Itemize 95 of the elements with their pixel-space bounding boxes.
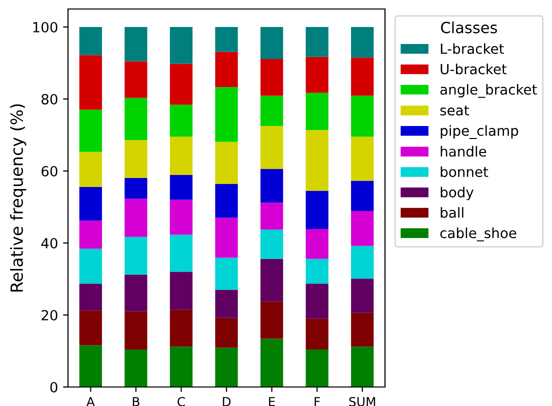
bar	[124, 311, 148, 350]
y-tick-label: 40	[41, 238, 58, 248]
bar	[79, 55, 102, 110]
bar	[260, 301, 284, 339]
bar	[306, 284, 328, 319]
bar	[215, 142, 238, 184]
y-tick-label: 20	[42, 310, 58, 320]
x-tick-label: E	[269, 397, 275, 406]
bar	[351, 180, 374, 211]
bar	[260, 59, 284, 96]
legend-label: ball	[440, 207, 464, 218]
bar	[306, 130, 328, 191]
x-tick-label: D	[222, 397, 231, 406]
bar	[351, 346, 374, 387]
bar	[124, 178, 148, 199]
bar	[351, 246, 374, 279]
bar	[124, 61, 148, 98]
bar	[351, 312, 374, 347]
bar	[79, 110, 102, 152]
bar	[124, 274, 148, 312]
bar	[170, 174, 193, 200]
bar	[170, 234, 193, 272]
bar	[215, 258, 238, 290]
bar	[260, 338, 284, 387]
bar	[170, 310, 193, 347]
bar	[351, 96, 374, 137]
x-tick-label: SUM	[349, 396, 376, 406]
bar	[215, 318, 238, 348]
bar	[124, 350, 148, 387]
x-tick-label: F	[314, 397, 320, 406]
bar	[260, 202, 284, 230]
legend-label: U-bracket	[440, 64, 507, 74]
bar	[79, 310, 102, 346]
legend-label: L-bracket	[440, 43, 504, 54]
bar	[170, 346, 193, 387]
bar	[170, 136, 193, 175]
bar	[124, 198, 148, 237]
bar	[170, 64, 193, 105]
y-tick-label: 0	[50, 382, 58, 392]
x-tick-label: A	[86, 397, 95, 406]
bar	[79, 27, 102, 56]
bar	[260, 126, 284, 169]
bar	[215, 87, 238, 142]
legend-label: cable_shoe	[440, 227, 516, 242]
bar	[351, 27, 374, 58]
bar	[79, 152, 102, 187]
bar	[260, 168, 284, 203]
bar	[260, 96, 284, 126]
bar	[306, 190, 328, 229]
bar	[215, 52, 238, 88]
bar	[215, 27, 238, 52]
bar	[260, 27, 284, 60]
bar	[306, 56, 328, 93]
bar	[215, 290, 238, 318]
bar	[79, 248, 102, 284]
y-tick-label: 100	[33, 22, 58, 32]
bar	[170, 27, 193, 64]
bar	[124, 27, 148, 62]
bar	[351, 58, 374, 96]
bar	[306, 228, 328, 259]
bar	[79, 186, 102, 221]
bar	[124, 140, 148, 178]
x-tick-label: B	[132, 397, 140, 406]
bar	[260, 258, 284, 302]
bar	[79, 220, 102, 249]
legend-label: body	[440, 186, 474, 200]
bar	[306, 318, 328, 350]
bar	[170, 200, 193, 235]
legend-label: angle_bracket	[440, 84, 537, 98]
bar	[260, 230, 284, 259]
bar	[351, 278, 374, 313]
bar	[170, 272, 193, 310]
bar	[124, 98, 148, 140]
bar	[215, 184, 238, 218]
legend-label: seat	[440, 106, 469, 116]
y-tick-label: 60	[42, 166, 58, 176]
bar	[351, 210, 374, 246]
bar	[306, 27, 328, 57]
x-tick-label: C	[178, 396, 185, 406]
legend-label: bonnet	[440, 166, 488, 178]
legend-label: handle	[440, 146, 486, 157]
bar	[124, 236, 148, 275]
legend-title: Classes	[441, 22, 497, 34]
bar	[170, 104, 193, 137]
bar	[215, 348, 238, 387]
y-tick-label: 80	[42, 94, 58, 104]
bar	[306, 258, 328, 284]
bar	[79, 284, 102, 311]
y-axis-title: Relative frequency (%)	[10, 104, 26, 292]
bar	[215, 218, 238, 258]
bar	[351, 136, 374, 181]
bar	[79, 345, 102, 387]
bar	[306, 92, 328, 130]
bar	[306, 350, 328, 387]
legend-label: pipe_clamp	[440, 125, 518, 139]
